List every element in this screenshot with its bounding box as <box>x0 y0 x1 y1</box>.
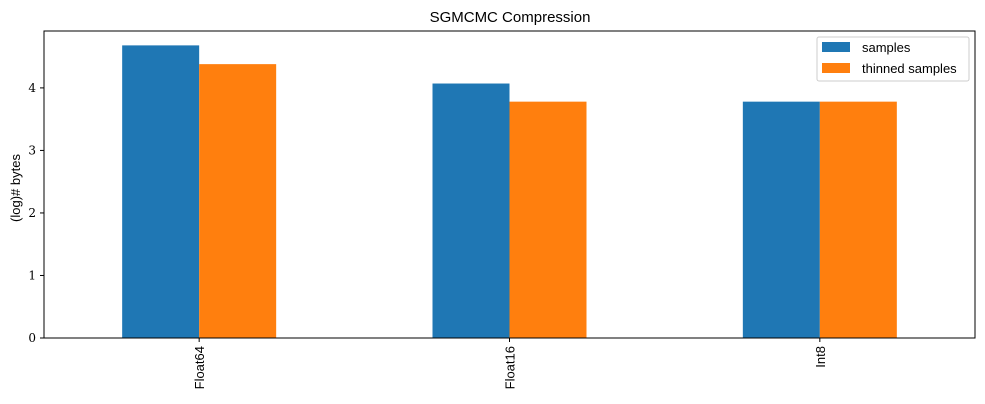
y-axis-label: (log)# bytes <box>8 154 23 222</box>
x-tick-label-float64: Float64 <box>192 346 207 389</box>
plot-frame <box>43 30 976 339</box>
x-tick-label-int8: Int8 <box>813 346 828 368</box>
chart-title: SGMCMC Compression <box>430 9 591 26</box>
y-tick-label-2: 2 <box>28 206 36 220</box>
legend-box <box>816 36 970 82</box>
bar-samples-float64 <box>122 45 200 338</box>
bars-layer <box>122 45 897 339</box>
legend: samples thinned samples <box>816 36 970 82</box>
legend-label-thinned-samples: thinned samples <box>862 61 957 76</box>
legend-swatch-thinned-samples <box>822 63 850 73</box>
y-tick-label-0: 0 <box>28 331 36 345</box>
bar-samples-int8 <box>742 101 820 338</box>
ticks-layer: Float64 Float16 Int8 0 1 2 3 4 <box>28 81 827 389</box>
bar-thinned-samples-float16 <box>509 101 587 338</box>
y-tick-label-1: 1 <box>28 268 36 282</box>
bar-thinned-samples-float64 <box>199 64 277 339</box>
y-tick-label-3: 3 <box>28 143 36 157</box>
legend-swatch-samples <box>822 42 850 52</box>
x-tick-label-float16: Float16 <box>503 346 518 389</box>
bar-samples-float16 <box>432 83 510 338</box>
bar-thinned-samples-int8 <box>819 101 897 338</box>
legend-label-samples: samples <box>862 40 911 55</box>
y-tick-label-4: 4 <box>28 81 36 95</box>
